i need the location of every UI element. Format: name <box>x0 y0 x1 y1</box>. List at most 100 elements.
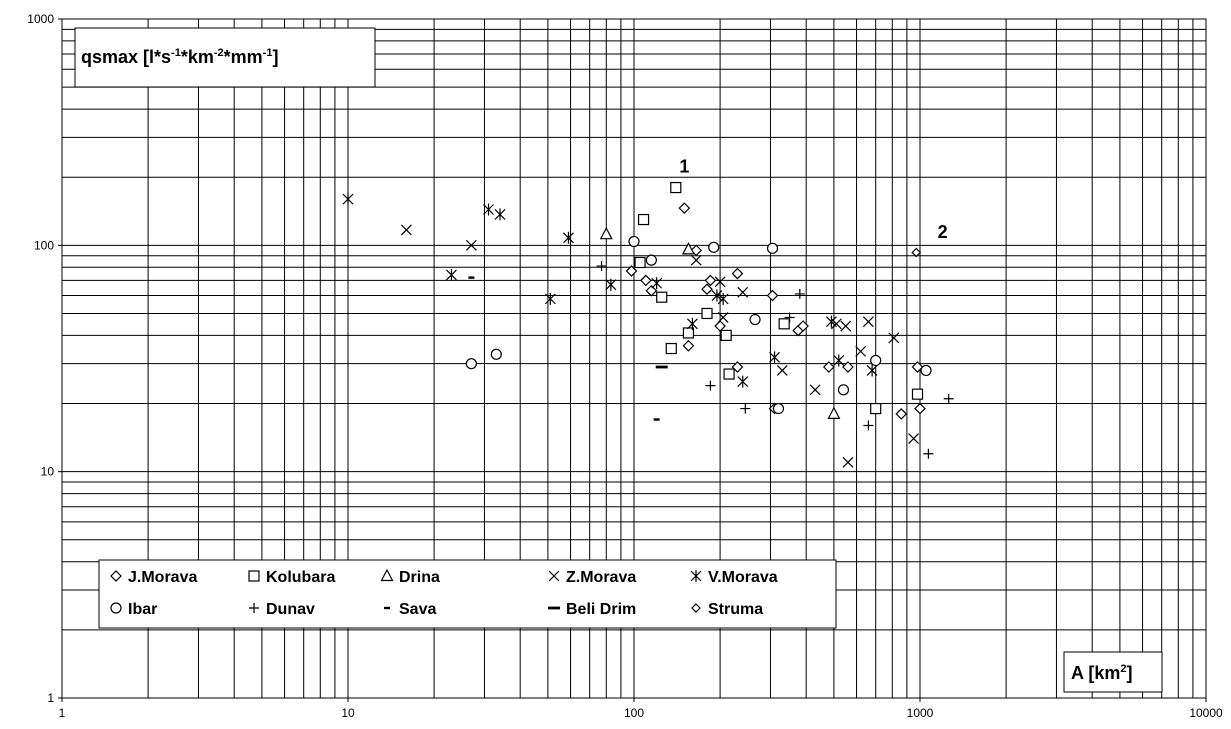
data-point <box>599 226 613 240</box>
data-point <box>605 278 617 291</box>
data-point <box>778 318 790 330</box>
series-dunav <box>596 261 954 459</box>
legend-label: Drina <box>399 569 440 586</box>
series-drina <box>599 226 841 419</box>
data-point <box>468 276 475 279</box>
data-point <box>827 406 841 419</box>
data-point <box>842 361 854 373</box>
legend-label: Dunav <box>266 601 315 618</box>
data-point <box>490 348 502 360</box>
legend-marker <box>110 602 122 614</box>
legend-label: Beli Drim <box>566 601 636 618</box>
data-point <box>833 354 845 367</box>
data-point <box>740 403 751 414</box>
data-point <box>711 289 723 302</box>
data-points <box>342 181 954 468</box>
data-point <box>737 286 749 298</box>
legend-label: Kolubara <box>266 569 335 586</box>
y-axis-ticks: 1 10 100 1000 <box>27 12 62 705</box>
data-point <box>866 364 878 377</box>
legend-label: Ibar <box>128 601 157 618</box>
data-point <box>863 420 874 431</box>
legend-label: Sava <box>399 601 436 618</box>
svg-text:A [km2]: A [km2] <box>1071 663 1132 683</box>
legend: J.Morava Kolubara Drina Z.Morava V.Morava Iba… <box>98 559 837 629</box>
x-tick-label: 100 <box>624 706 644 720</box>
data-point <box>714 320 726 332</box>
series-beli-drim <box>655 365 668 369</box>
data-point <box>837 384 850 396</box>
y-tick-label: 100 <box>34 238 54 252</box>
data-point <box>766 242 779 254</box>
series-kolubara <box>634 181 924 415</box>
x-tick-label: 10000 <box>1189 706 1223 720</box>
data-point <box>855 345 867 357</box>
data-point <box>563 231 574 244</box>
data-point <box>923 448 934 459</box>
data-point <box>628 235 640 248</box>
legend-label: V.Morava <box>708 569 778 586</box>
data-point <box>465 358 477 370</box>
data-point <box>888 332 900 344</box>
series-j-morava <box>625 202 926 420</box>
data-point <box>639 274 652 287</box>
data-point <box>840 320 852 332</box>
x-axis-label: A [km2] <box>1063 651 1163 693</box>
data-point <box>656 291 668 303</box>
data-point <box>870 354 882 367</box>
data-point <box>717 312 729 323</box>
data-point <box>809 384 821 396</box>
data-point <box>723 368 735 380</box>
legend-label: J.Morava <box>128 569 197 586</box>
data-point <box>720 329 732 342</box>
legend-marker <box>548 570 560 582</box>
x-tick-label: 1000 <box>907 706 934 720</box>
data-point <box>446 268 457 281</box>
data-point <box>794 288 805 299</box>
data-point <box>682 339 695 352</box>
data-point <box>908 433 920 445</box>
legend-marker <box>248 570 260 582</box>
data-point <box>701 283 713 296</box>
data-point <box>690 254 702 266</box>
data-point <box>670 181 682 194</box>
data-point <box>701 307 713 320</box>
data-point <box>911 247 922 258</box>
data-point <box>714 276 726 288</box>
data-point <box>342 193 354 206</box>
data-point <box>766 289 779 302</box>
data-point <box>634 256 646 269</box>
data-point <box>825 315 837 328</box>
data-point <box>645 254 657 266</box>
x-tick-label: 1 <box>59 706 66 720</box>
data-point <box>797 320 809 332</box>
data-point <box>637 213 650 226</box>
data-point <box>920 364 932 377</box>
data-point <box>769 351 780 364</box>
data-point <box>705 380 716 391</box>
data-point <box>483 203 494 216</box>
data-point <box>544 292 556 305</box>
data-point <box>776 365 788 376</box>
data-point <box>678 202 691 214</box>
data-point <box>625 265 638 277</box>
data-point <box>784 312 795 323</box>
legend-marker <box>249 603 259 613</box>
legend-marker <box>110 570 122 582</box>
y-tick-label: 1 <box>47 691 54 705</box>
series-struma <box>911 247 922 258</box>
y-tick-label: 10 <box>41 465 55 479</box>
data-point <box>749 313 761 326</box>
data-point <box>686 317 698 330</box>
data-point <box>772 402 785 415</box>
x-tick-label: 10 <box>341 706 355 720</box>
data-point <box>651 277 663 290</box>
data-point <box>822 361 835 373</box>
y-tick-label: 1000 <box>27 12 54 26</box>
data-point <box>911 361 924 373</box>
data-point <box>596 261 607 272</box>
data-point <box>737 375 749 388</box>
legend-marker <box>548 606 560 610</box>
data-point <box>704 274 717 287</box>
